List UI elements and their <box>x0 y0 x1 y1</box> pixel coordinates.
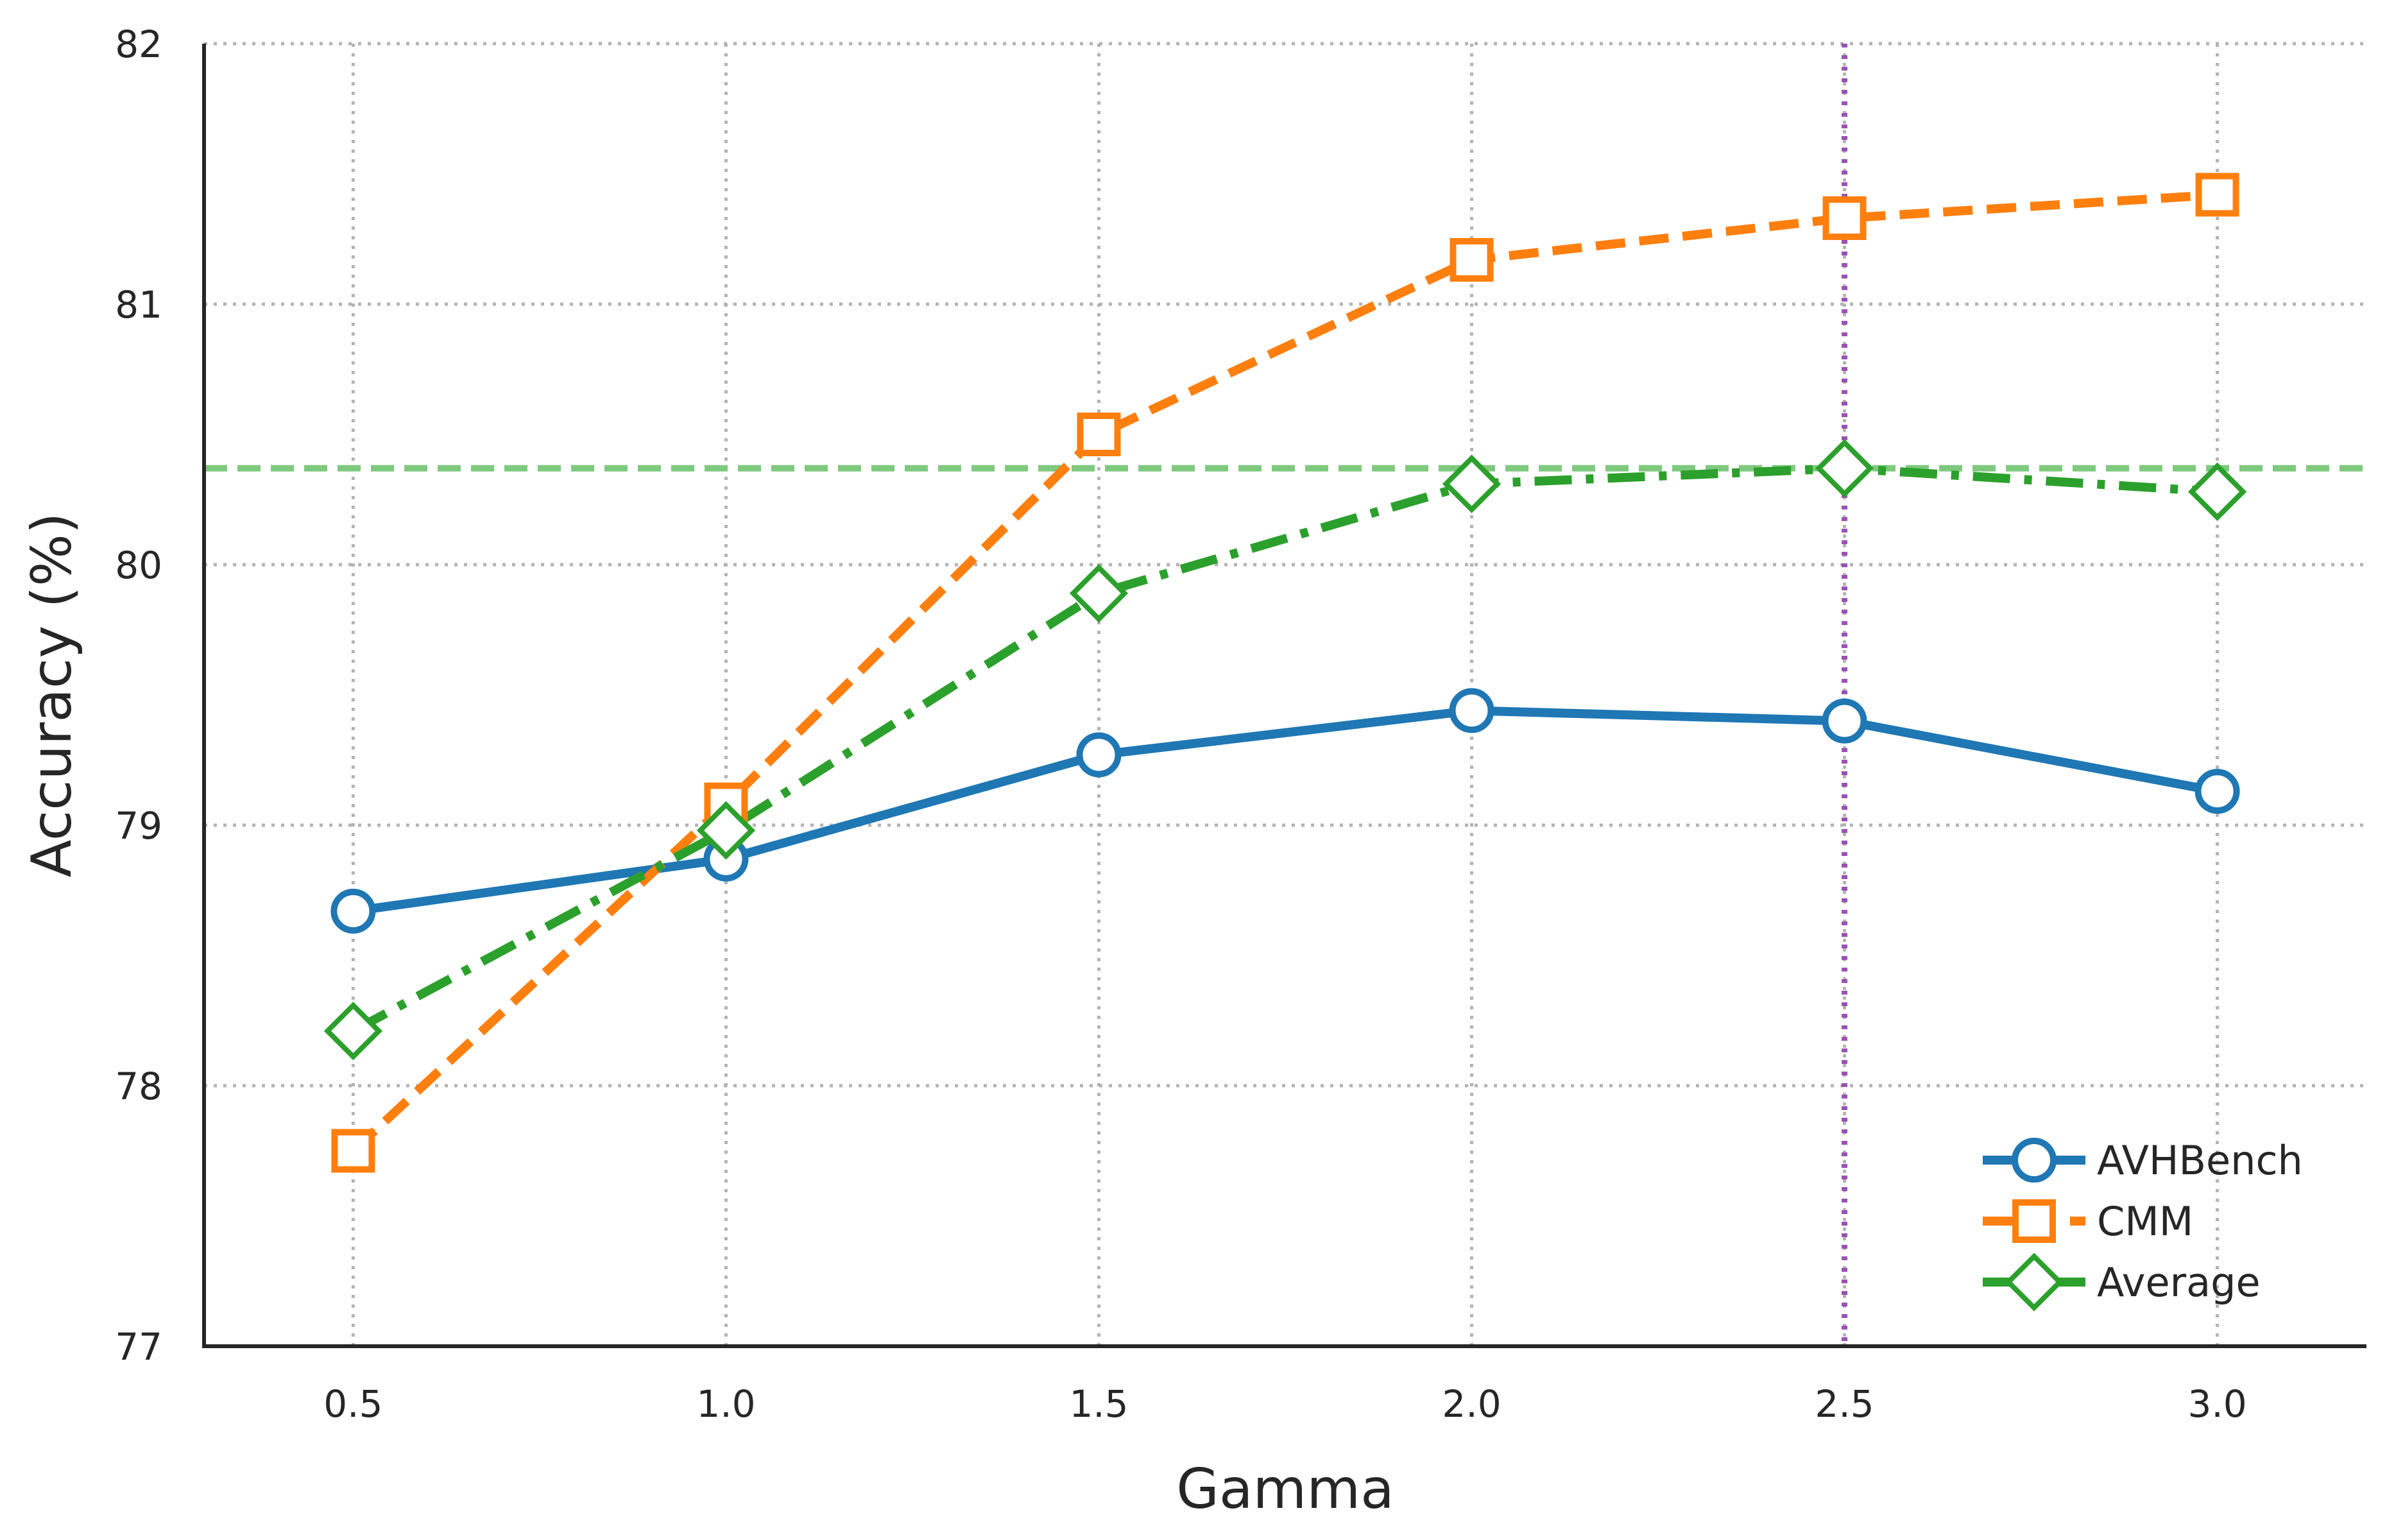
data-point-cmm <box>1450 237 1494 282</box>
series-line-cmm <box>350 190 2218 1154</box>
data-point-avhbench <box>330 888 376 934</box>
legend: AVHBench CMM Average <box>1983 1137 2303 1312</box>
x-tick-label: 1.0 <box>696 1382 755 1426</box>
data-point-cmm <box>1077 413 1121 456</box>
series-markers <box>323 173 2247 1173</box>
x-tick-label: 1.5 <box>1069 1382 1128 1426</box>
data-point-average <box>1815 439 1874 498</box>
y-axis-title: Accuracy (%) <box>20 513 84 878</box>
reference-lines <box>204 44 2366 1346</box>
data-point-average <box>1069 564 1129 623</box>
x-axis-title: Gamma <box>1176 1457 1394 1521</box>
data-point-avhbench <box>1449 688 1494 733</box>
data-point-average <box>323 1002 383 1061</box>
series-lines <box>350 190 2218 1154</box>
legend-marker-cmm <box>2012 1199 2056 1243</box>
data-point-average <box>2187 462 2247 521</box>
y-tick-label: 79 <box>115 804 162 848</box>
data-point-avhbench <box>2194 769 2240 814</box>
legend-label-average: Average <box>2097 1259 2261 1306</box>
x-tick-label: 2.5 <box>1815 1382 1874 1426</box>
legend-marker-average <box>2005 1253 2064 1312</box>
data-point-cmm <box>331 1129 375 1173</box>
data-point-avhbench <box>1076 732 1122 778</box>
y-tick-label: 82 <box>115 22 162 66</box>
series-line-average <box>351 463 2218 1035</box>
y-tick-label: 80 <box>115 543 162 587</box>
y-tick-label: 77 <box>115 1325 162 1369</box>
y-tick-label: 81 <box>115 283 162 327</box>
axes <box>202 44 2366 1348</box>
legend-label-avhbench: AVHBench <box>2097 1137 2303 1184</box>
data-point-cmm <box>2195 173 2239 217</box>
data-point-average <box>1442 454 1502 513</box>
legend-label-cmm: CMM <box>2097 1198 2193 1245</box>
data-point-average <box>696 801 756 860</box>
x-tick-label: 3.0 <box>2187 1382 2246 1426</box>
x-tick-label: 2.0 <box>1442 1382 1501 1426</box>
y-tick-label: 78 <box>115 1065 162 1108</box>
legend-marker-avhbench <box>2012 1138 2057 1183</box>
tick-labels: 0.5 1.0 1.5 2.0 2.5 3.0 77 78 79 80 81 82 <box>115 22 2247 1426</box>
data-point-avhbench <box>1822 698 1867 744</box>
data-point-cmm <box>1822 196 1867 241</box>
x-tick-label: 0.5 <box>323 1382 382 1426</box>
